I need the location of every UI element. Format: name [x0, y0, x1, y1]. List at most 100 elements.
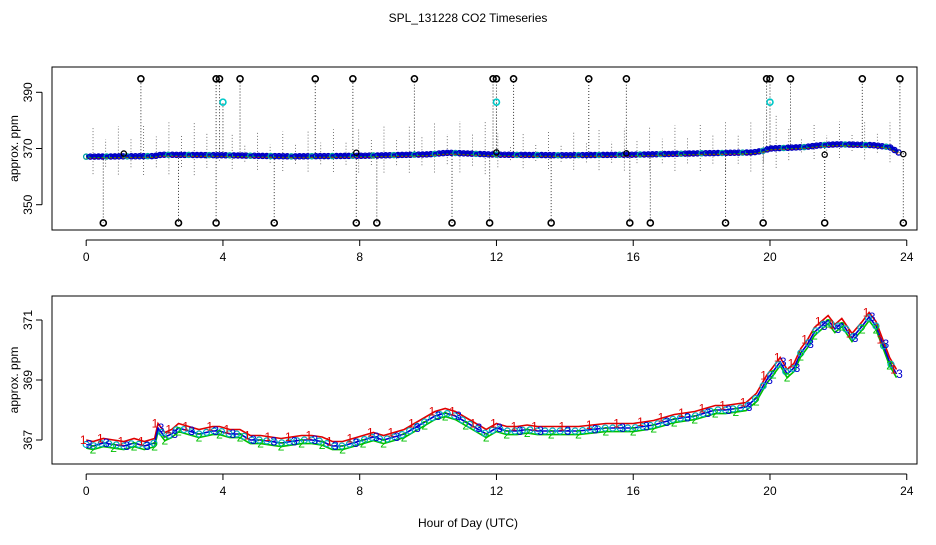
baseline-point	[505, 151, 513, 159]
mean-point	[819, 320, 827, 328]
baseline-point	[271, 152, 279, 160]
baseline-point	[805, 143, 812, 150]
baseline-point	[612, 151, 619, 159]
baseline-point	[419, 151, 426, 158]
baseline-point	[234, 152, 242, 159]
series-digit-1: 1	[165, 423, 172, 437]
spike-low-point	[820, 219, 829, 227]
series-digit-2: 2	[886, 359, 893, 373]
series-digit-2: 2	[442, 410, 449, 424]
baseline-point	[763, 146, 771, 153]
series-digit-3: 3	[353, 436, 360, 450]
series-digit-2: 2	[175, 425, 182, 439]
x-tick-label: 0	[83, 250, 90, 264]
baseline-point	[546, 151, 554, 159]
anomaly-point	[821, 151, 828, 158]
mean-point	[624, 424, 632, 432]
mean-point	[736, 404, 745, 412]
baseline-point	[821, 141, 828, 149]
series-digit-1: 1	[658, 411, 665, 425]
baseline-point	[727, 149, 734, 157]
mean-point	[127, 440, 135, 448]
baseline-point	[341, 152, 348, 160]
baseline-point	[809, 142, 816, 150]
mean-point	[752, 395, 760, 403]
x-axis-label: Hour of Day (UTC)	[418, 516, 518, 530]
mean-point	[248, 436, 256, 444]
series-digit-3: 3	[780, 355, 787, 369]
baseline-point	[780, 144, 787, 152]
baseline-point	[714, 149, 722, 157]
mean-point	[112, 441, 120, 449]
baseline-point	[591, 151, 599, 159]
series-digit-2: 2	[257, 437, 264, 451]
mean-point	[646, 421, 654, 430]
baseline-point	[460, 150, 467, 157]
baseline-point	[374, 152, 381, 159]
mean-point	[120, 442, 128, 450]
spike-low-point	[646, 219, 655, 227]
baseline-point	[788, 144, 796, 151]
series-digit-3: 3	[188, 424, 195, 438]
baseline-point	[599, 151, 607, 159]
baseline-point	[398, 151, 406, 159]
baseline-point	[353, 152, 361, 160]
baseline-point	[698, 150, 705, 157]
mean-point	[270, 438, 278, 446]
baseline-point	[251, 152, 258, 160]
baseline-point	[439, 149, 447, 157]
mean-point	[503, 427, 512, 435]
series-digit-1: 1	[206, 420, 213, 434]
series-digit-3: 3	[144, 439, 151, 453]
baseline-point	[238, 152, 246, 159]
mean-point	[97, 440, 105, 448]
series-digit-3: 3	[643, 420, 650, 434]
mean-point	[413, 422, 421, 430]
baseline-point	[850, 141, 857, 148]
baseline-point	[829, 141, 837, 148]
mean-point	[699, 410, 707, 418]
x-tick-label: 16	[627, 250, 641, 264]
mean-point	[443, 410, 451, 418]
baseline-point	[772, 145, 779, 152]
series-digit-2: 2	[131, 440, 138, 454]
spike-low-point	[174, 219, 183, 227]
series-digit-3: 3	[103, 436, 110, 450]
baseline-point	[542, 151, 549, 159]
mean-point	[849, 332, 858, 340]
mean-point	[879, 342, 888, 350]
mean-point	[714, 406, 722, 414]
series-digit-3: 3	[496, 421, 503, 435]
baseline-point	[119, 153, 127, 160]
baseline-point	[608, 151, 615, 159]
mean-point	[481, 429, 489, 437]
baseline-point	[226, 152, 234, 159]
baseline-point	[653, 150, 660, 158]
series-digit-3: 3	[794, 361, 801, 375]
series-digit-3: 3	[414, 421, 421, 435]
series-digit-3: 3	[619, 421, 626, 435]
baseline-point	[669, 150, 677, 158]
series-digit-1: 1	[347, 432, 354, 446]
mean-point	[451, 412, 459, 420]
series-digit-2: 2	[298, 437, 305, 451]
spike-low-point	[373, 219, 381, 227]
series-digit-3: 3	[896, 367, 903, 381]
spike-high-point	[349, 75, 357, 83]
mean-point	[669, 415, 677, 423]
mean-point	[609, 424, 617, 432]
y-axis-label: approx. ppm	[7, 347, 21, 414]
series-digit-1: 1	[788, 357, 795, 371]
mean-point	[789, 365, 797, 373]
x-tick-label: 12	[490, 484, 504, 498]
series-digit-3: 3	[517, 424, 524, 438]
series-line-1	[86, 311, 898, 443]
mean-point	[691, 412, 700, 420]
x-tick-label: 4	[220, 250, 227, 264]
baseline-point	[800, 143, 808, 151]
mean-point	[804, 339, 812, 347]
baseline-point	[435, 150, 443, 157]
baseline-point	[197, 151, 205, 159]
x-tick-label: 24	[900, 484, 914, 498]
